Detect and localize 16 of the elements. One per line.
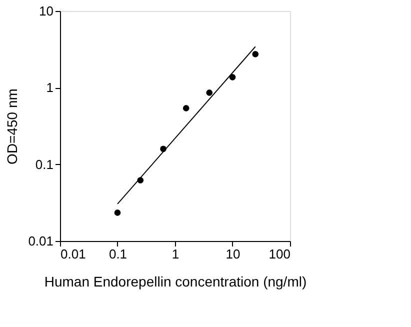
point xyxy=(182,105,190,112)
x-tick-label: 0.1 xyxy=(108,246,128,262)
x-tick-label: 1 xyxy=(172,246,180,262)
y-tick-label: 0.1 xyxy=(35,156,54,172)
x-axis-title: Human Endorepellin concentration (ng/ml) xyxy=(44,274,307,290)
point xyxy=(229,74,236,80)
y-tick-label: 1 xyxy=(46,80,54,96)
y-tick-label: 0.01 xyxy=(28,234,54,248)
point xyxy=(252,50,259,58)
x-tick-label: 0.01 xyxy=(60,246,86,262)
x-tick-label: 10 xyxy=(226,246,240,262)
point xyxy=(206,90,213,96)
y-tick-label: 10 xyxy=(39,4,54,18)
point xyxy=(114,210,121,216)
x-tick-label: 100 xyxy=(268,246,290,262)
y-axis-title: OD=450 nm xyxy=(4,88,20,164)
